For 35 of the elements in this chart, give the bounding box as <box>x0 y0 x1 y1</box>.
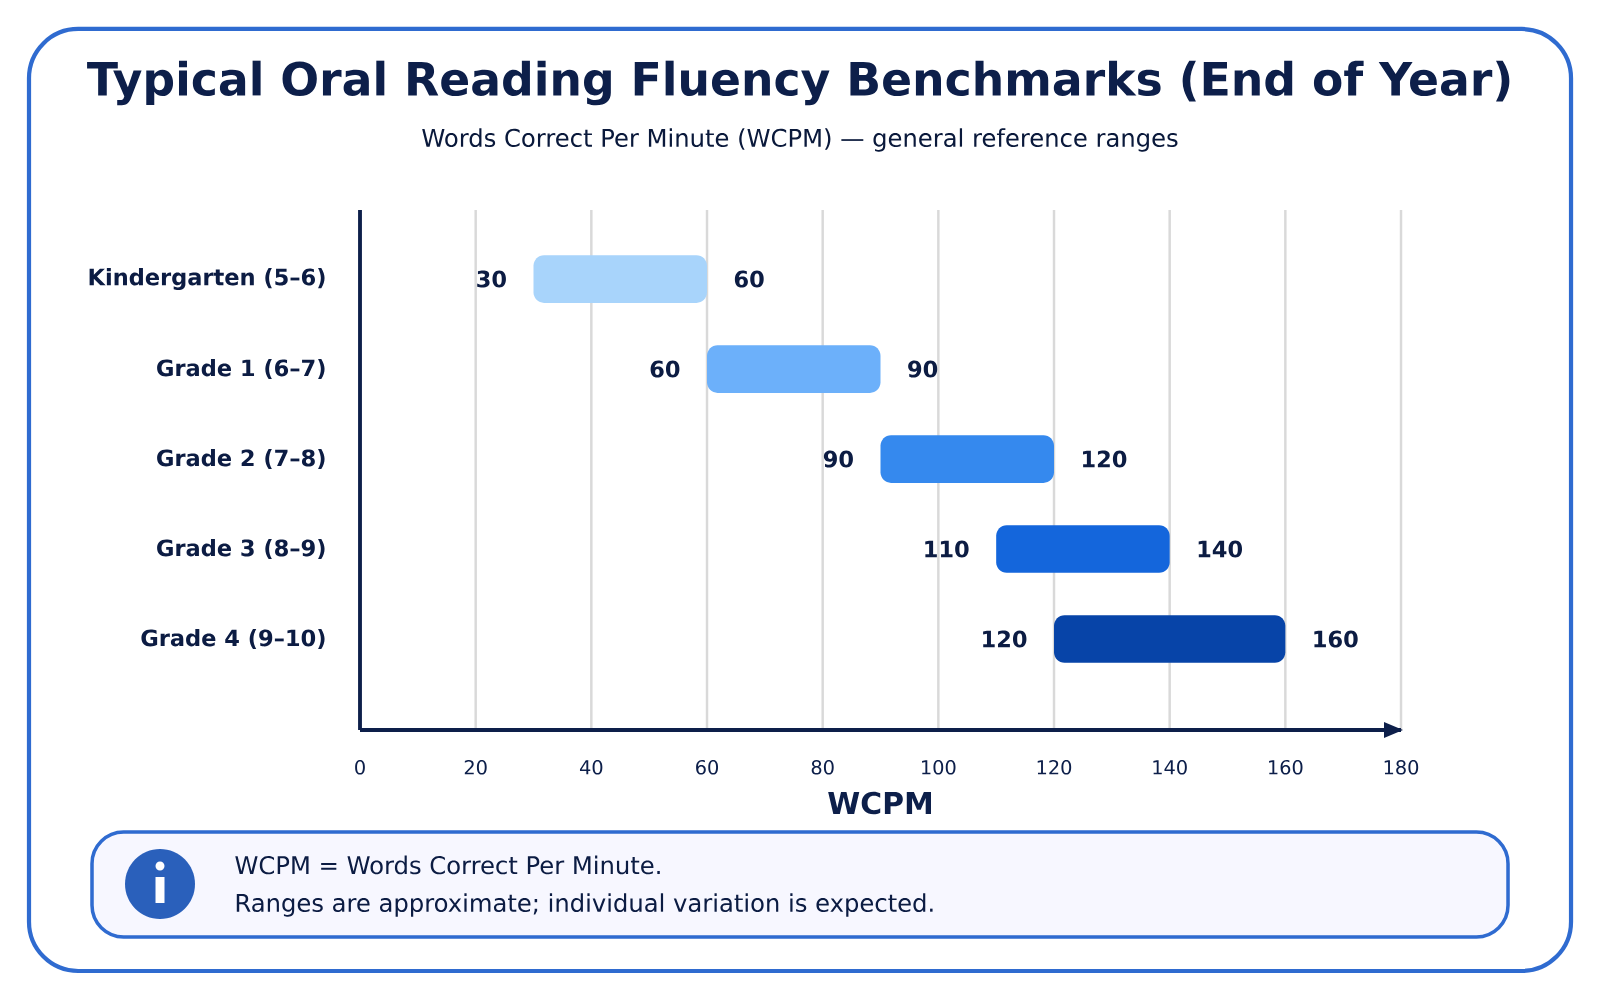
x-axis-title: WCPM <box>828 791 931 815</box>
annotation: 110 <box>925 540 969 558</box>
text: WCPM = Words Correct Per Minute. <box>235 855 660 875</box>
annotation: 90 <box>823 450 853 468</box>
x-tick-label: 40 <box>579 759 603 775</box>
annotation: 60 <box>734 270 764 288</box>
x-tick-label: 0 <box>355 759 365 775</box>
annotation: 160 <box>1314 630 1358 648</box>
annotation: 140 <box>1198 540 1243 558</box>
bar <box>1054 615 1286 663</box>
annotation: 60 <box>650 360 680 378</box>
y-tick-label: Kindergarten (5–6) <box>89 268 325 290</box>
x-tick-label: 160 <box>1269 759 1303 775</box>
y-tick-label: Grade 1 (6–7) <box>157 359 325 380</box>
annotation: 120 <box>983 630 1027 648</box>
bar <box>707 345 881 393</box>
y-tick-label: Grade 4 (9–10) <box>141 628 325 650</box>
chart-subtitle: Words Correct Per Minute (WCPM) — general reference ranges <box>422 128 1178 152</box>
chart-title: Typical Oral Reading Fluency Benchmarks (End of Year) <box>87 60 1510 106</box>
bar <box>880 435 1055 483</box>
x-tick-label: 120 <box>1037 759 1072 775</box>
text: Ranges are approximate; individual variation is expected. <box>236 893 933 917</box>
annotation: 30 <box>477 270 506 288</box>
bar <box>533 255 708 303</box>
x-tick-label: 180 <box>1384 759 1419 775</box>
x-tick-label: 80 <box>811 759 834 775</box>
x-tick-label: 20 <box>464 759 487 775</box>
annotation: 90 <box>908 360 938 378</box>
bar <box>996 525 1170 573</box>
y-tick-label: Grade 2 (7–8) <box>157 449 325 470</box>
y-tick-label: Grade 3 (8–9) <box>157 539 325 560</box>
x-tick-label: 60 <box>696 759 719 775</box>
x-tick-label: 140 <box>1153 759 1187 775</box>
annotation: 120 <box>1083 450 1127 468</box>
x-tick-label: 100 <box>922 759 956 775</box>
